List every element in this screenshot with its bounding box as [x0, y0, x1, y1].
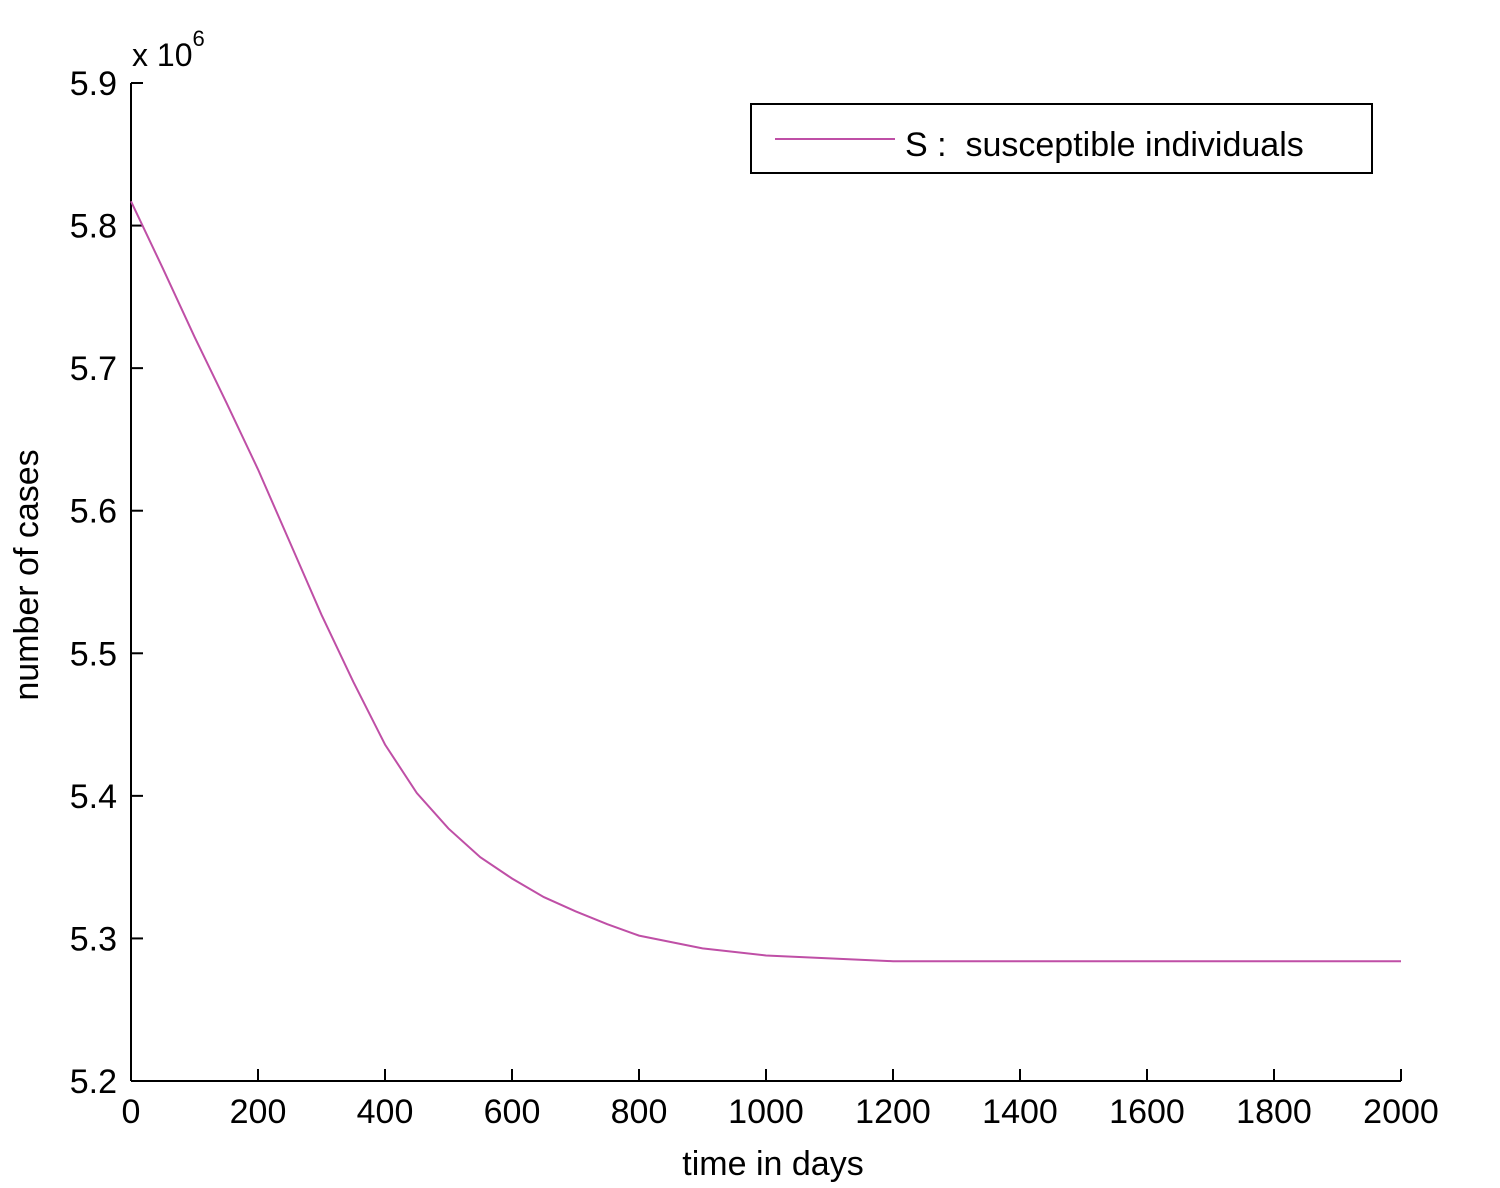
y-tick-label: 5.5 [70, 635, 117, 673]
series-line [130, 200, 1401, 963]
legend-label: S : susceptible individuals [905, 126, 1304, 164]
x-tick-label: 1200 [855, 1093, 931, 1131]
legend: S : susceptible individuals [750, 103, 1373, 174]
y-tick-label: 5.6 [70, 493, 117, 531]
x-tick-label: 0 [122, 1093, 141, 1131]
y-tick-label: 5.3 [70, 920, 117, 958]
y-tick-label: 5.7 [70, 350, 117, 388]
y-multiplier-base: x 10 [132, 37, 192, 73]
x-tick-label: 1800 [1236, 1093, 1312, 1131]
axes: 0 200 400 600 800 1000 1200 1400 1600 1800 2000 5.2… [70, 65, 1439, 1131]
axis-labels: time in days number of cases x 106 [8, 26, 864, 1183]
x-tick-label: 2000 [1363, 1093, 1439, 1131]
y-axis-label: number of cases [8, 449, 46, 700]
x-axis-label: time in days [682, 1145, 863, 1183]
y-multiplier-exponent: 6 [192, 26, 204, 51]
x-tick-label: 400 [357, 1093, 414, 1131]
y-tick-label: 5.9 [70, 65, 117, 103]
x-tick-label: 800 [611, 1093, 668, 1131]
x-tick-label: 600 [484, 1093, 541, 1131]
x-tick-label: 200 [230, 1093, 287, 1131]
y-tick-label: 5.8 [70, 208, 117, 246]
y-tick-label: 5.4 [70, 778, 117, 816]
x-tick-label: 1400 [982, 1093, 1058, 1131]
y-tick-label: 5.2 [70, 1063, 117, 1101]
series-layer [130, 200, 1401, 963]
y-multiplier: x 106 [132, 26, 205, 73]
x-tick-label: 1000 [728, 1093, 804, 1131]
x-tick-label: 1600 [1109, 1093, 1185, 1131]
